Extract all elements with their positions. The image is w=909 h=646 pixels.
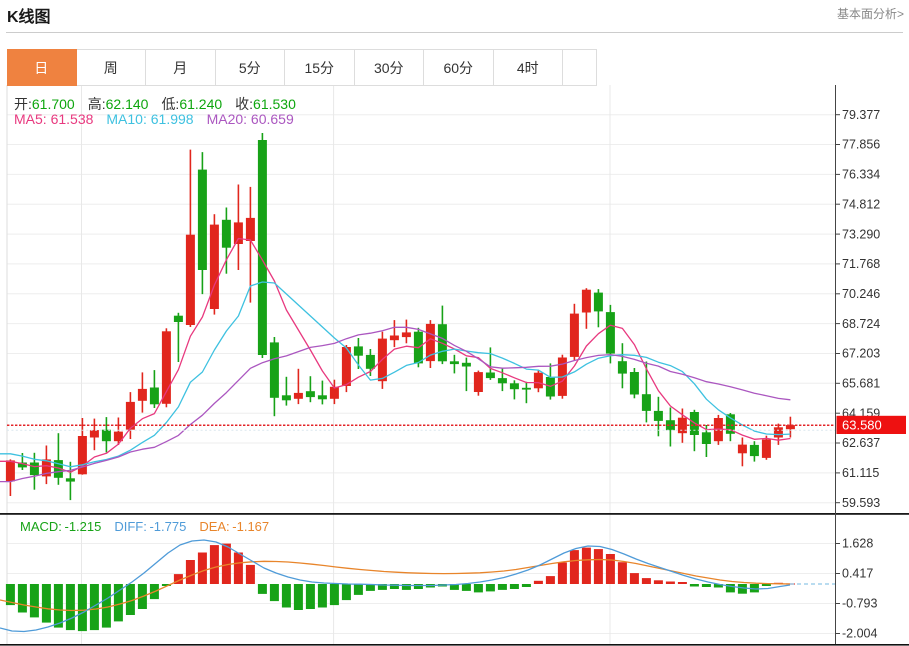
svg-text:70.246: 70.246 xyxy=(842,287,880,301)
svg-text:77.856: 77.856 xyxy=(842,138,880,152)
svg-text:67.203: 67.203 xyxy=(842,347,880,361)
svg-text:74.812: 74.812 xyxy=(842,197,880,211)
svg-text:63.580: 63.580 xyxy=(842,418,882,433)
svg-text:1.628: 1.628 xyxy=(842,537,873,551)
svg-text:62.637: 62.637 xyxy=(842,436,880,450)
svg-text:71.768: 71.768 xyxy=(842,257,880,271)
svg-text:73.290: 73.290 xyxy=(842,227,880,241)
svg-text:65.681: 65.681 xyxy=(842,377,880,391)
svg-text:76.334: 76.334 xyxy=(842,168,880,182)
svg-text:0.417: 0.417 xyxy=(842,567,873,581)
svg-text:-0.793: -0.793 xyxy=(842,597,877,611)
svg-text:79.377: 79.377 xyxy=(842,108,880,122)
svg-text:61.115: 61.115 xyxy=(842,466,879,480)
svg-text:59.593: 59.593 xyxy=(842,496,880,510)
svg-text:-2.004: -2.004 xyxy=(842,627,877,641)
svg-text:68.724: 68.724 xyxy=(842,317,880,331)
